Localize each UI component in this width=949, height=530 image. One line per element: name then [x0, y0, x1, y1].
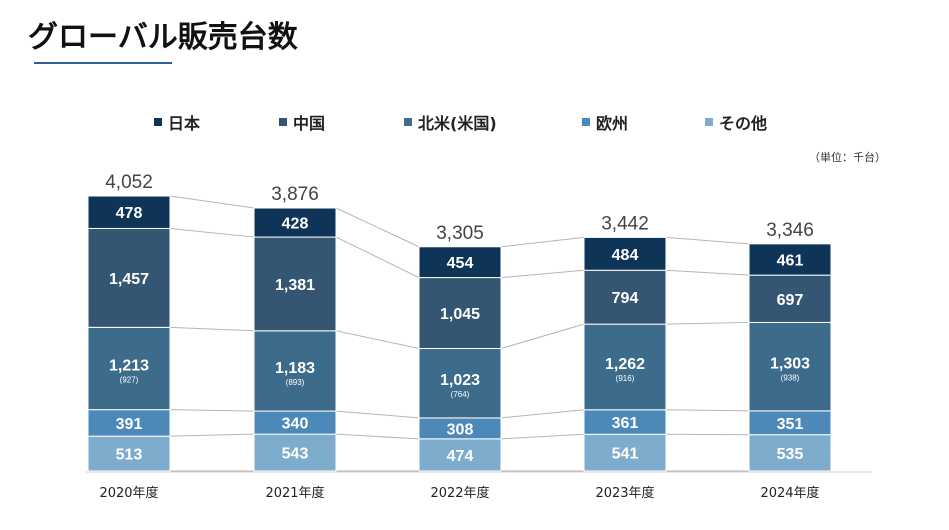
bar-segment: [583, 269, 667, 325]
data-label: 461: [777, 252, 804, 269]
data-label: 541: [612, 446, 639, 463]
connector-line: [335, 330, 420, 349]
bar-segment: [87, 409, 171, 437]
connector-line: [500, 409, 585, 419]
legend-swatch-europe: [582, 118, 590, 126]
legend-swatch-china: [279, 118, 287, 126]
data-label: 478: [116, 205, 143, 222]
data-label: 361: [612, 415, 639, 432]
connector-line: [665, 269, 750, 276]
bar-segment: [87, 195, 171, 229]
unit-label: （単位：千台）: [809, 151, 886, 164]
data-sublabel: (938): [781, 374, 800, 383]
data-label: 794: [612, 290, 639, 307]
legend-item-japan: 日本: [154, 110, 200, 134]
data-label: 351: [777, 416, 804, 433]
legend-label-japan: 日本: [168, 114, 201, 133]
connector-line: [335, 433, 420, 440]
bar-segment: [87, 227, 171, 328]
title-underline: [34, 62, 172, 64]
data-sublabel: (764): [451, 390, 470, 399]
connector-line: [665, 236, 750, 245]
data-label: 484: [612, 247, 639, 264]
total-label: 3,442: [601, 213, 649, 234]
data-label: 308: [447, 421, 474, 438]
data-label: 454: [447, 255, 474, 272]
data-label: 1,262: [605, 356, 645, 373]
connector-line: [665, 409, 750, 412]
connector-line: [169, 409, 255, 412]
bar-segment: [748, 321, 832, 412]
connector-line: [169, 227, 255, 238]
total-label: 3,876: [271, 184, 319, 205]
data-label: 697: [777, 292, 804, 309]
data-label: 428: [282, 216, 309, 233]
data-label: 1,183: [275, 360, 315, 377]
data-label: 1,381: [275, 277, 315, 294]
data-label: 391: [116, 416, 143, 433]
legend-item-china: 中国: [279, 110, 325, 134]
connector-line: [500, 323, 585, 349]
connector-line: [500, 236, 585, 248]
bar-segment: [418, 438, 502, 472]
bar-segment: [253, 207, 337, 238]
x-tick-label: 2024年度: [760, 485, 819, 501]
bar-segment: [253, 433, 337, 472]
bar-segment: [583, 409, 667, 435]
legend-item-europe: 欧州: [582, 110, 628, 134]
data-label: 474: [447, 448, 474, 465]
legend-swatch-japan: [154, 118, 162, 126]
bar-segment: [418, 277, 502, 349]
x-tick-label: 2023年度: [595, 485, 654, 501]
legend-item-other: その他: [705, 110, 767, 134]
legend-label-other: その他: [719, 114, 768, 133]
connector-line: [169, 326, 255, 332]
legend-label-china: 中国: [293, 114, 326, 133]
bar-segment: [748, 243, 832, 276]
data-sublabel: (916): [616, 374, 635, 383]
data-label: 1,457: [109, 271, 149, 288]
legend-label-north-america: 北米(米国): [418, 114, 497, 133]
total-label: 3,346: [766, 220, 814, 241]
total-label: 4,052: [105, 172, 153, 193]
data-label: 543: [282, 446, 309, 463]
bar-segment: [748, 434, 832, 472]
connector-line: [500, 433, 585, 440]
legend-label-europe: 欧州: [596, 114, 629, 133]
bar-segment: [418, 347, 502, 419]
page-title: グローバル販売台数: [28, 20, 298, 55]
data-label: 1,023: [440, 372, 480, 389]
x-tick-label: 2022年度: [430, 485, 489, 501]
connector-line: [335, 207, 420, 248]
bar-segment: [253, 330, 337, 412]
data-label: 513: [116, 447, 143, 464]
bar-segment: [253, 236, 337, 332]
data-label: 1,213: [109, 357, 149, 374]
data-label: 1,303: [770, 356, 810, 373]
connector-line: [665, 321, 750, 325]
connector-line: [335, 236, 420, 279]
connector-line: [169, 433, 255, 437]
x-tick-label: 2021年度: [265, 485, 324, 501]
connector-line: [335, 410, 420, 419]
bar-segment: [87, 326, 171, 411]
legend-item-north-america: 北米(米国): [404, 110, 497, 134]
connector-line: [169, 195, 255, 209]
data-label: 535: [777, 446, 804, 463]
bar-segment: [583, 236, 667, 271]
bar-segment: [583, 433, 667, 472]
data-sublabel: (927): [120, 375, 139, 384]
data-sublabel: (893): [286, 378, 305, 387]
data-label: 1,045: [440, 306, 480, 323]
bar-segment: [87, 435, 171, 472]
x-tick-label: 2020年度: [99, 485, 158, 501]
data-label: 340: [282, 416, 309, 433]
total-label: 3,305: [436, 223, 484, 244]
connector-line: [500, 269, 585, 279]
bar-segment: [418, 246, 502, 279]
chart-legend: 日本 中国 北米(米国) 欧州 その他: [0, 110, 949, 134]
legend-swatch-north-america: [404, 118, 412, 126]
legend-swatch-other: [705, 118, 713, 126]
